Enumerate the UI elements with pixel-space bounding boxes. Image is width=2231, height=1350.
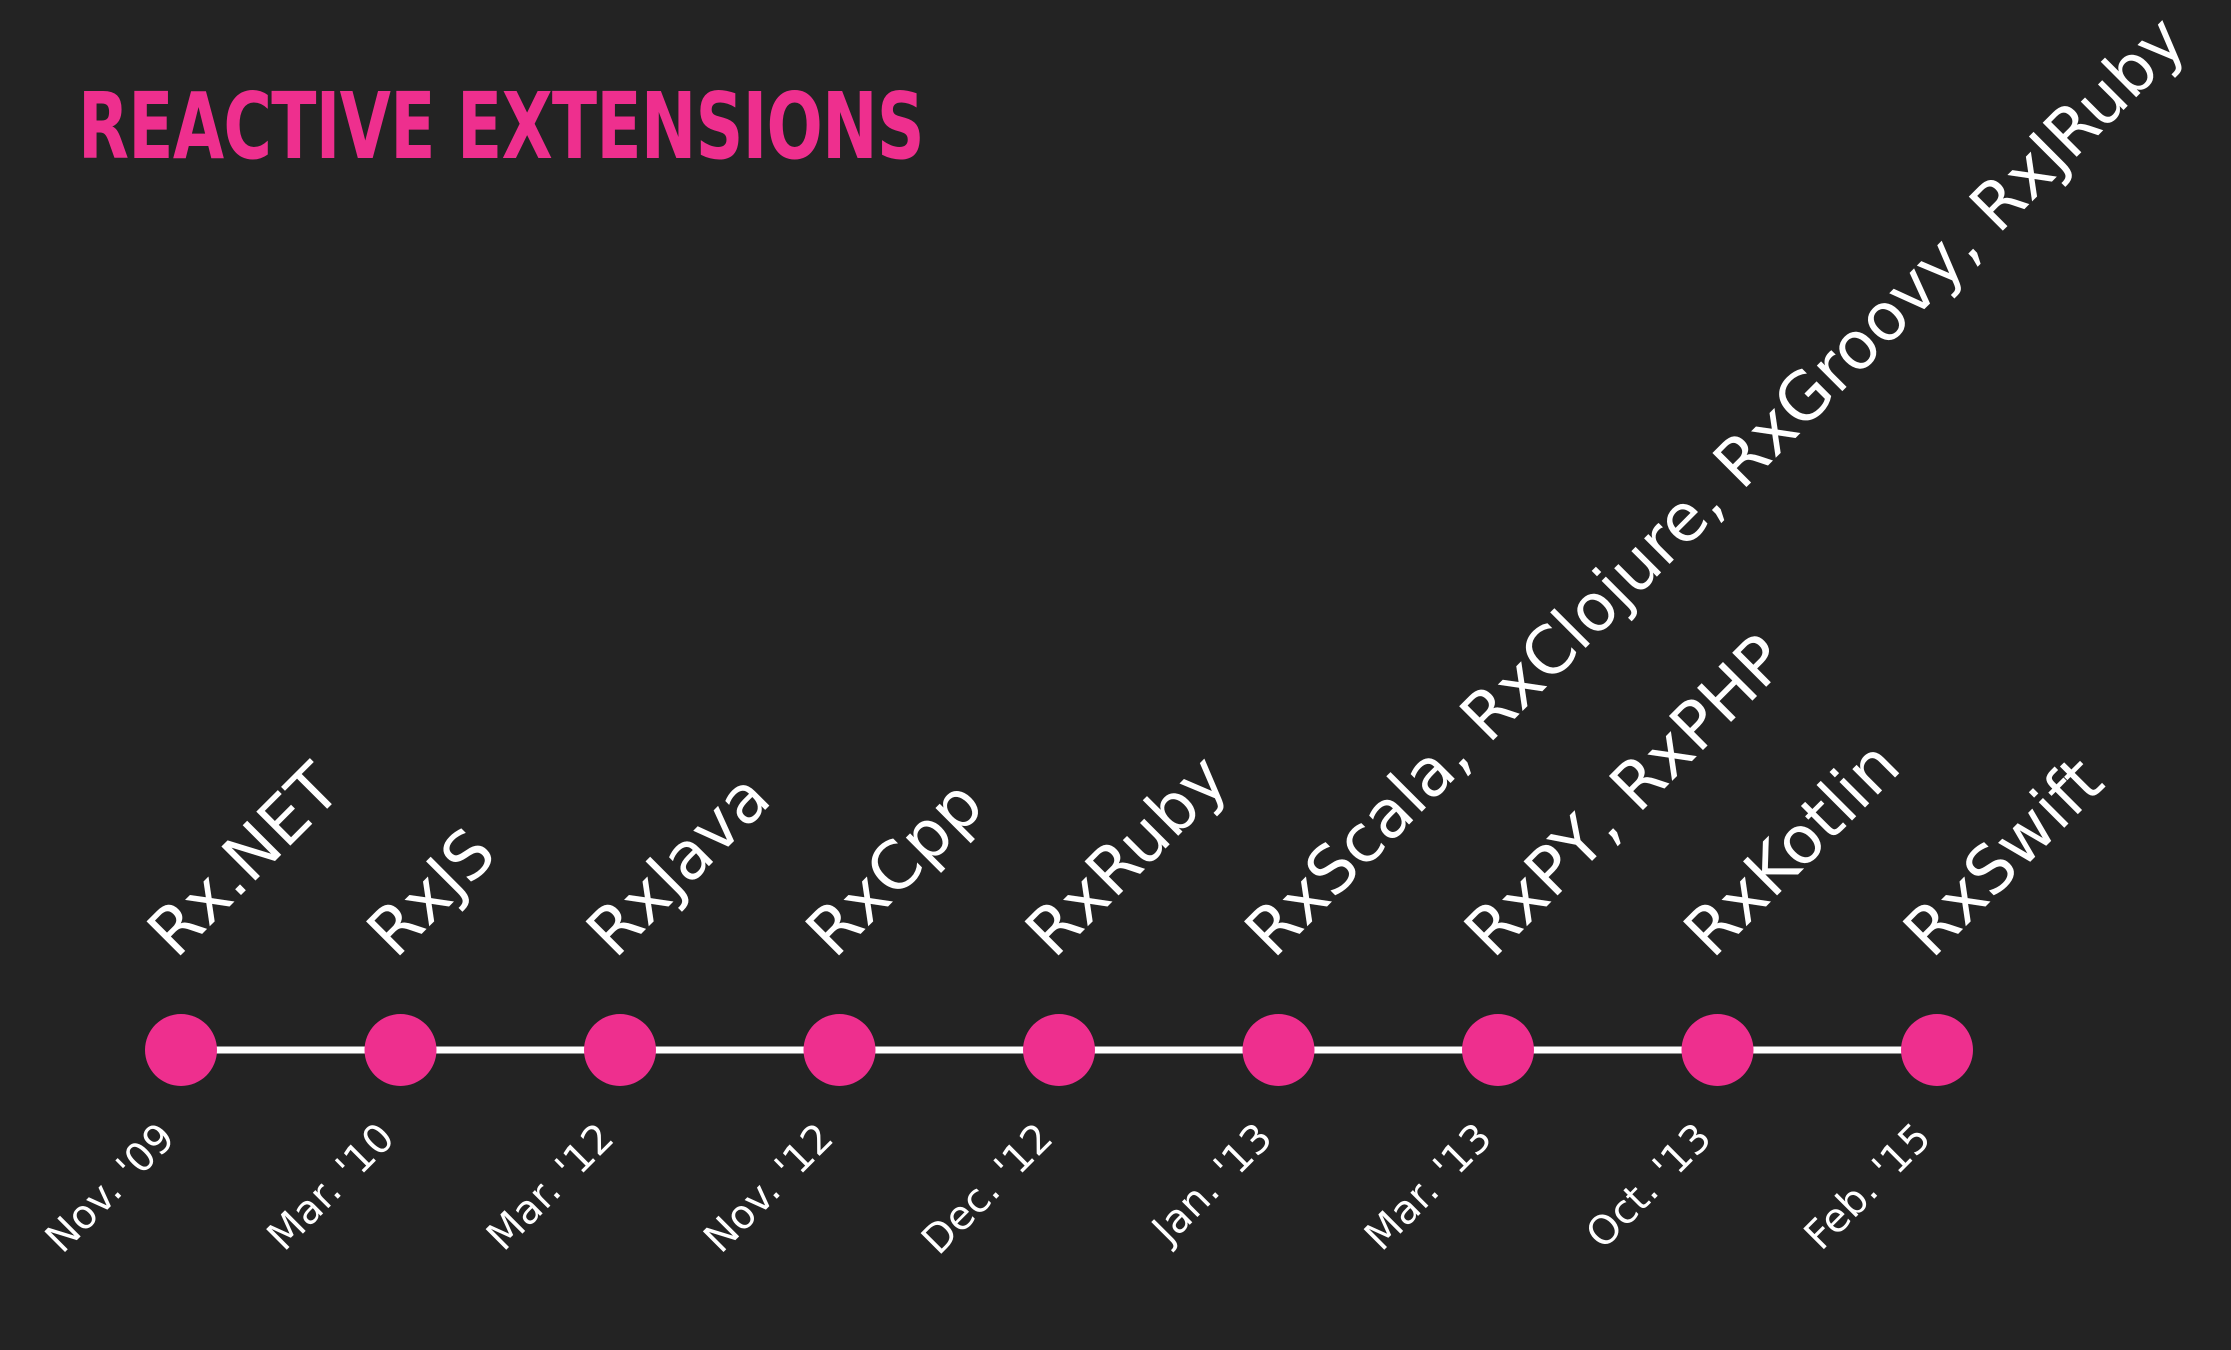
date-label: Oct. '13 [1577,1115,1720,1258]
timeline-dot [803,1014,876,1086]
timeline-dot [1462,1014,1534,1086]
timeline-dot [1681,1014,1754,1086]
date-label: Mar. '13 [1356,1115,1501,1260]
date-label: Dec. '12 [913,1115,1062,1264]
timeline-dot [364,1014,437,1086]
event-label: RxCpp [791,765,997,971]
event-label: RxJava [572,758,785,971]
date-label: Nov. '12 [695,1115,842,1262]
date-label: Feb. '15 [1796,1115,1940,1259]
timeline-dot [1242,1014,1315,1086]
date-label: Jan. '13 [1142,1115,1282,1255]
date-label: Nov. '09 [37,1115,184,1262]
date-label: Mar. '12 [478,1115,623,1260]
slide-title: REACTIVE EXTENSIONS [78,73,925,180]
timeline-dot [1901,1014,1973,1086]
timeline-dot [1023,1014,1095,1086]
event-label: RxSwift [1889,742,2118,971]
event-label: RxRuby [1011,740,1243,972]
timeline-dates: Nov. '09 Mar. '10 Mar. '12 Nov. '12 Dec. '12… [37,1115,1940,1264]
timeline-dot [584,1014,656,1086]
timeline-dots [145,1014,1973,1086]
timeline-dot [145,1014,217,1086]
date-label: Mar. '10 [259,1115,404,1260]
event-label: Rx.NET [133,749,356,972]
event-label: RxJS [352,813,510,971]
